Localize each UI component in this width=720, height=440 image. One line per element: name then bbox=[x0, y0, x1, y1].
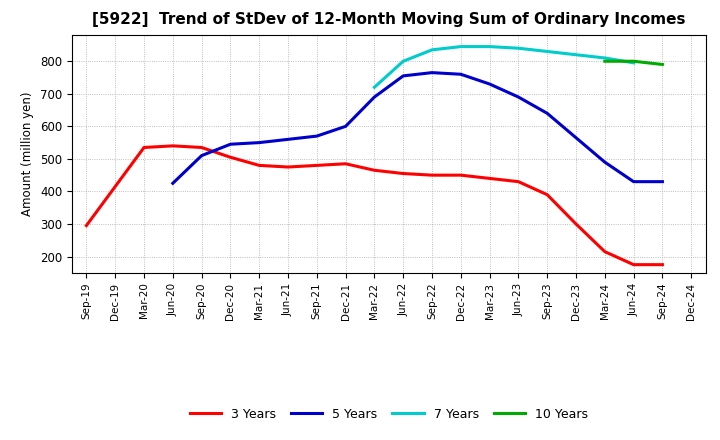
3 Years bbox=[658, 262, 667, 268]
5 Years bbox=[226, 142, 235, 147]
3 Years bbox=[572, 221, 580, 227]
7 Years bbox=[514, 46, 523, 51]
5 Years bbox=[197, 153, 206, 158]
3 Years bbox=[111, 184, 120, 189]
5 Years bbox=[600, 159, 609, 165]
3 Years bbox=[284, 165, 292, 170]
5 Years bbox=[428, 70, 436, 75]
3 Years bbox=[600, 249, 609, 254]
Line: 10 Years: 10 Years bbox=[605, 61, 662, 65]
3 Years bbox=[140, 145, 148, 150]
3 Years bbox=[399, 171, 408, 176]
5 Years bbox=[514, 95, 523, 100]
3 Years bbox=[514, 179, 523, 184]
7 Years bbox=[456, 44, 465, 49]
5 Years bbox=[629, 179, 638, 184]
3 Years bbox=[226, 154, 235, 160]
3 Years bbox=[82, 223, 91, 228]
Line: 3 Years: 3 Years bbox=[86, 146, 662, 265]
3 Years bbox=[341, 161, 350, 166]
5 Years bbox=[168, 181, 177, 186]
5 Years bbox=[399, 73, 408, 78]
7 Years bbox=[572, 52, 580, 57]
5 Years bbox=[370, 95, 379, 100]
3 Years bbox=[428, 172, 436, 178]
7 Years bbox=[485, 44, 494, 49]
5 Years bbox=[255, 140, 264, 145]
10 Years bbox=[600, 59, 609, 64]
3 Years bbox=[629, 262, 638, 268]
Line: 5 Years: 5 Years bbox=[173, 73, 662, 183]
3 Years bbox=[197, 145, 206, 150]
7 Years bbox=[370, 84, 379, 90]
3 Years bbox=[543, 192, 552, 197]
5 Years bbox=[341, 124, 350, 129]
Y-axis label: Amount (million yen): Amount (million yen) bbox=[22, 92, 35, 216]
10 Years bbox=[629, 59, 638, 64]
5 Years bbox=[543, 111, 552, 116]
7 Years bbox=[629, 60, 638, 66]
5 Years bbox=[572, 135, 580, 140]
5 Years bbox=[485, 81, 494, 87]
5 Years bbox=[284, 137, 292, 142]
3 Years bbox=[456, 172, 465, 178]
3 Years bbox=[168, 143, 177, 149]
5 Years bbox=[456, 72, 465, 77]
3 Years bbox=[312, 163, 321, 168]
7 Years bbox=[428, 47, 436, 52]
Line: 7 Years: 7 Years bbox=[374, 47, 634, 87]
5 Years bbox=[658, 179, 667, 184]
3 Years bbox=[485, 176, 494, 181]
3 Years bbox=[255, 163, 264, 168]
7 Years bbox=[600, 55, 609, 61]
Title: [5922]  Trend of StDev of 12-Month Moving Sum of Ordinary Incomes: [5922] Trend of StDev of 12-Month Moving… bbox=[92, 12, 685, 27]
7 Years bbox=[399, 59, 408, 64]
10 Years bbox=[658, 62, 667, 67]
3 Years bbox=[370, 168, 379, 173]
5 Years bbox=[312, 133, 321, 139]
Legend: 3 Years, 5 Years, 7 Years, 10 Years: 3 Years, 5 Years, 7 Years, 10 Years bbox=[184, 403, 593, 425]
7 Years bbox=[543, 49, 552, 54]
